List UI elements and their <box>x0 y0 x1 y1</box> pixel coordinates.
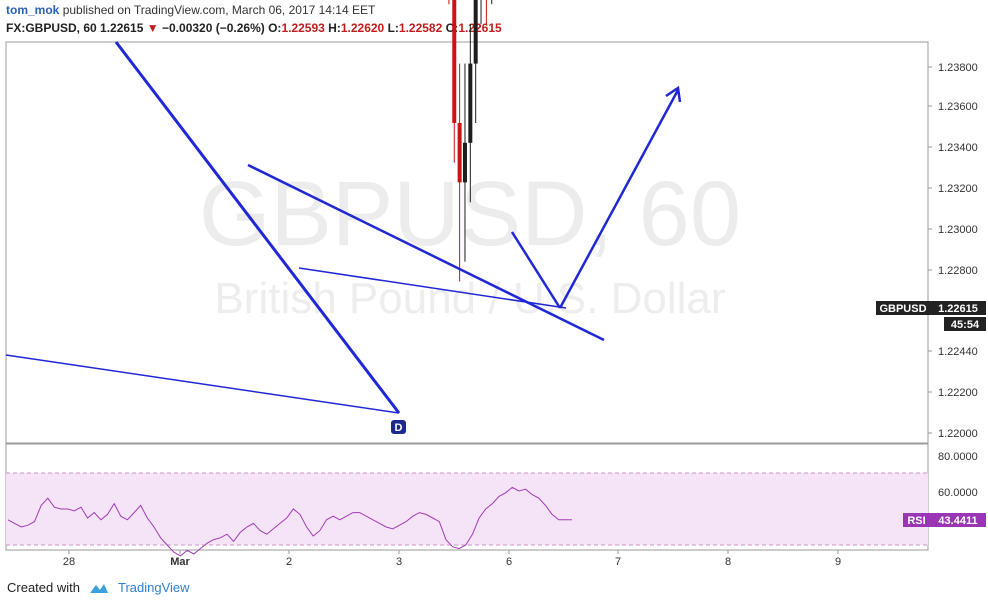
open-value: 1.22593 <box>281 21 325 35</box>
arrow-head-icon <box>665 85 682 103</box>
publish-header: tom_mok published on TradingView.com, Ma… <box>6 2 375 18</box>
tradingview-logo-icon <box>89 583 108 593</box>
candle-body <box>452 0 457 123</box>
countdown-tag <box>944 317 986 331</box>
price-tick-label: 1.22800 <box>938 265 978 277</box>
rsi-band <box>6 473 928 545</box>
time-tick-label: 28 <box>63 556 75 568</box>
candle-body <box>468 63 473 143</box>
price-tick-label: 1.23000 <box>938 224 978 236</box>
symbol-price-tag-label: GBPUSD <box>879 303 926 315</box>
candle-body <box>462 142 467 183</box>
countdown-label: 45:54 <box>951 319 980 331</box>
low-label: L: <box>387 21 399 35</box>
symbol-price-tag <box>876 301 930 315</box>
price-tick-label: 1.22200 <box>938 387 978 399</box>
rsi-tick-label: 80.0000 <box>938 451 978 463</box>
published-text: published on TradingView.com, March 06, … <box>62 3 376 17</box>
price-tick-label: 1.22440 <box>938 346 978 358</box>
price-tick-label: 1.23600 <box>938 101 978 113</box>
time-tick-label: 3 <box>396 556 402 568</box>
rsi-name-label: RSI <box>907 515 925 527</box>
low-value: 1.22582 <box>398 21 443 35</box>
high-label: H: <box>328 21 341 35</box>
price-change: −0.00320 (−0.26%) <box>162 21 265 35</box>
down-arrow-icon: ▼ <box>146 21 159 35</box>
candle-body <box>457 123 462 183</box>
price-value-tag-label: 1.22615 <box>938 303 978 315</box>
rsi-tick-label: 60.0000 <box>938 487 978 499</box>
symbol-label[interactable]: FX:GBPUSD, 60 <box>6 21 97 35</box>
price-tick-label: 1.23200 <box>938 183 978 195</box>
price-tick-label: 1.23400 <box>938 142 978 154</box>
high-value: 1.22620 <box>340 21 385 35</box>
rsi-line[interactable] <box>7 486 572 557</box>
rsi-value-label: 43.4411 <box>938 515 977 527</box>
price-tick-label: 1.22000 <box>938 428 978 440</box>
trend-line-4[interactable] <box>298 267 567 309</box>
author-link[interactable]: tom_mok <box>6 3 60 17</box>
trend-line-3[interactable] <box>247 163 605 342</box>
trend-line-2[interactable] <box>5 354 400 414</box>
time-tick-label: 9 <box>835 556 841 568</box>
time-tick-label: 2 <box>286 556 292 568</box>
time-tick-label: 6 <box>506 556 512 568</box>
ohlc-legend: FX:GBPUSD, 60 1.22615 ▼ −0.00320 (−0.26%… <box>6 20 502 36</box>
time-tick-label: 7 <box>615 556 621 568</box>
rsi-name-tag <box>903 513 930 527</box>
watermark-name: British Pound / U.S. Dollar <box>214 274 725 323</box>
price-pane-border <box>5 41 929 444</box>
price-value-tag <box>930 301 986 315</box>
point-d-marker[interactable] <box>391 420 406 434</box>
last-price: 1.22615 <box>100 21 144 35</box>
footer: Created with TradingView <box>7 580 190 595</box>
point-d-label: D <box>395 422 403 434</box>
close-value: 1.22615 <box>458 21 502 35</box>
trend-line-1[interactable] <box>114 41 401 414</box>
time-tick-label: 8 <box>725 556 731 568</box>
candle-body <box>473 0 478 64</box>
rsi-value-tag <box>930 513 986 527</box>
time-tick-label: Mar <box>170 556 190 568</box>
trend-line-6[interactable] <box>558 89 680 309</box>
created-with-label: Created with <box>7 580 80 595</box>
trend-line-5[interactable] <box>510 231 562 309</box>
price-tick-label: 1.23800 <box>938 62 978 74</box>
tradingview-link[interactable]: TradingView <box>117 580 190 595</box>
open-label: O: <box>268 21 282 35</box>
